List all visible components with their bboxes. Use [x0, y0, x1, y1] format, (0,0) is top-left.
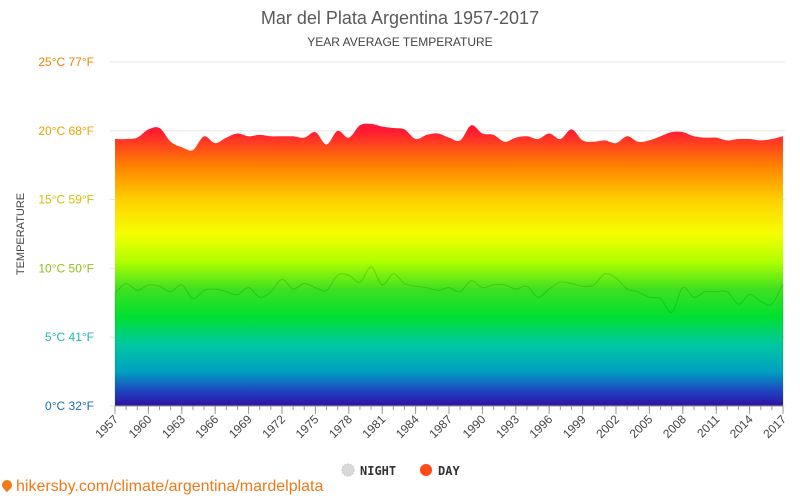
source-text: hikersby.com/climate/argentina/mardelpla… [16, 478, 324, 495]
series-areas [114, 123, 784, 407]
x-tick-label: 2017 [760, 412, 789, 441]
x-tick-label: 2002 [593, 412, 622, 441]
x-tick-label: 2005 [627, 412, 656, 441]
x-tick-label: 2014 [727, 412, 756, 441]
x-tick-label: 1984 [393, 412, 422, 441]
x-tick-label: 1981 [360, 412, 389, 441]
legend-marker-icon [341, 463, 355, 477]
y-tick-label: 25°C 77°F [38, 55, 94, 69]
legend-item-night[interactable]: NIGHT [341, 463, 396, 478]
y-tick-label: 5°C 41°F [45, 330, 94, 344]
legend-item-day[interactable]: DAY [420, 464, 460, 478]
x-tick-label: 1969 [226, 412, 255, 441]
legend-marker-icon [420, 464, 432, 476]
y-tick-label: 10°C 50°F [38, 261, 94, 275]
y-axis-label: TEMPERATURE [15, 193, 27, 275]
legend-label: DAY [438, 464, 460, 478]
location-pin-icon [0, 477, 15, 493]
y-tick-label: 0°C 32°F [45, 399, 94, 413]
x-axis: 1957 1960 1963 1966 1969 1972 1975 1978 1981 1984… [92, 405, 789, 441]
x-tick-label: 1990 [460, 412, 489, 441]
legend-label: NIGHT [360, 464, 396, 478]
x-tick-label: 2008 [660, 412, 689, 441]
chart-subtitle: YEAR AVERAGE TEMPERATURE [307, 35, 492, 49]
source-link[interactable]: hikersby.com/climate/argentina/mardelpla… [0, 477, 324, 496]
y-tick-label: 20°C 68°F [38, 124, 94, 138]
x-tick-label: 1978 [326, 412, 355, 441]
y-tick-labels: 0°C 32°F 5°C 41°F 10°C 50°F 15°C 59°F 20°C 6… [38, 55, 94, 413]
x-tick-label: 1999 [560, 412, 589, 441]
x-tick-label: 1975 [293, 412, 322, 441]
x-tick-label: 1957 [92, 412, 121, 441]
x-tick-label: 1960 [126, 412, 155, 441]
x-tick-label: 1996 [527, 412, 556, 441]
x-tick-label: 1972 [259, 412, 288, 441]
legend: NIGHT DAY [341, 463, 460, 478]
x-tick-label: 1987 [426, 412, 455, 441]
x-tick-label: 1963 [159, 412, 188, 441]
y-tick-label: 15°C 59°F [38, 193, 94, 207]
x-tick-label: 2011 [694, 412, 722, 440]
x-tick-label: 1966 [193, 412, 222, 441]
night-series-area [114, 266, 784, 407]
x-tick-label: 1993 [493, 412, 522, 441]
chart-title: Mar del Plata Argentina 1957-2017 [261, 8, 539, 28]
